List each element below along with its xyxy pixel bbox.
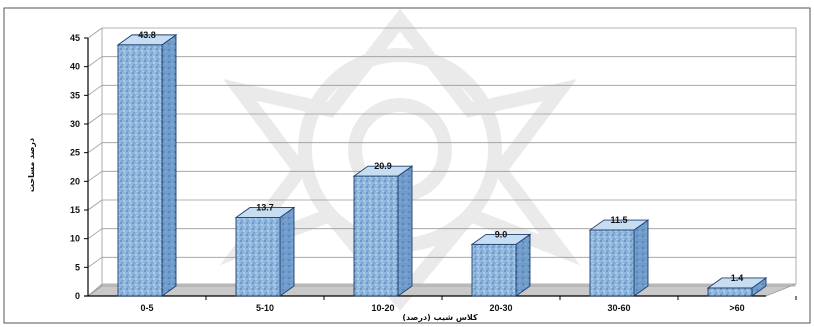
x-tick-label: 30-60	[607, 303, 630, 313]
data-label: 9.0	[495, 229, 508, 239]
gridline-side	[87, 199, 103, 211]
gridline-side	[87, 171, 103, 182]
data-label: 1.4	[731, 273, 744, 283]
gridline-side	[87, 142, 103, 153]
bar-side	[279, 206, 295, 297]
y-tick-label: 5	[75, 262, 80, 272]
gridline-side	[87, 113, 103, 125]
x-axis-title: کلاس شیب (درصد)	[402, 313, 478, 323]
x-tick-label: 20-30	[489, 303, 512, 313]
y-tick-label: 45	[70, 33, 80, 43]
gridline-side	[87, 27, 103, 39]
bar	[707, 287, 753, 297]
y-tick-label: 15	[70, 205, 80, 215]
bar-side	[633, 219, 649, 297]
x-tick-label: 10-20	[371, 303, 394, 313]
y-tick-label: 25	[70, 148, 80, 158]
x-tick-label: >60	[729, 303, 744, 313]
bar-side	[397, 165, 413, 297]
bar	[353, 175, 399, 297]
gridline-side	[87, 257, 103, 268]
data-label: 13.7	[256, 202, 274, 212]
gridline-side	[87, 85, 103, 96]
y-axis-title: درصد مساحت	[27, 138, 36, 192]
chart-frame	[3, 7, 811, 324]
bar	[117, 44, 163, 297]
gridline-side	[87, 285, 103, 297]
bar	[471, 243, 517, 297]
bar-side	[161, 34, 177, 297]
y-tick-label: 20	[70, 176, 80, 186]
y-tick-label: 30	[70, 119, 80, 129]
data-label: 20.9	[374, 161, 392, 171]
data-label: 43.8	[138, 30, 156, 40]
y-tick-label: 0	[75, 291, 80, 301]
x-tick-label: 0-5	[140, 303, 153, 313]
bar	[589, 229, 635, 297]
y-tick-label: 10	[70, 234, 80, 244]
bar	[235, 217, 281, 297]
y-tick-label: 40	[70, 62, 80, 72]
gridline-side	[87, 56, 103, 67]
y-tick-label: 35	[70, 90, 80, 100]
x-tick-label: 5-10	[256, 303, 274, 313]
bar-side	[515, 233, 531, 297]
data-label: 11.5	[610, 215, 627, 225]
plot-area: 0 5 10 15 20 25 30 35 40 45 43.8 0-5 13.7 5-10 20.9 10-…	[70, 27, 797, 313]
gridline-side	[87, 228, 103, 239]
